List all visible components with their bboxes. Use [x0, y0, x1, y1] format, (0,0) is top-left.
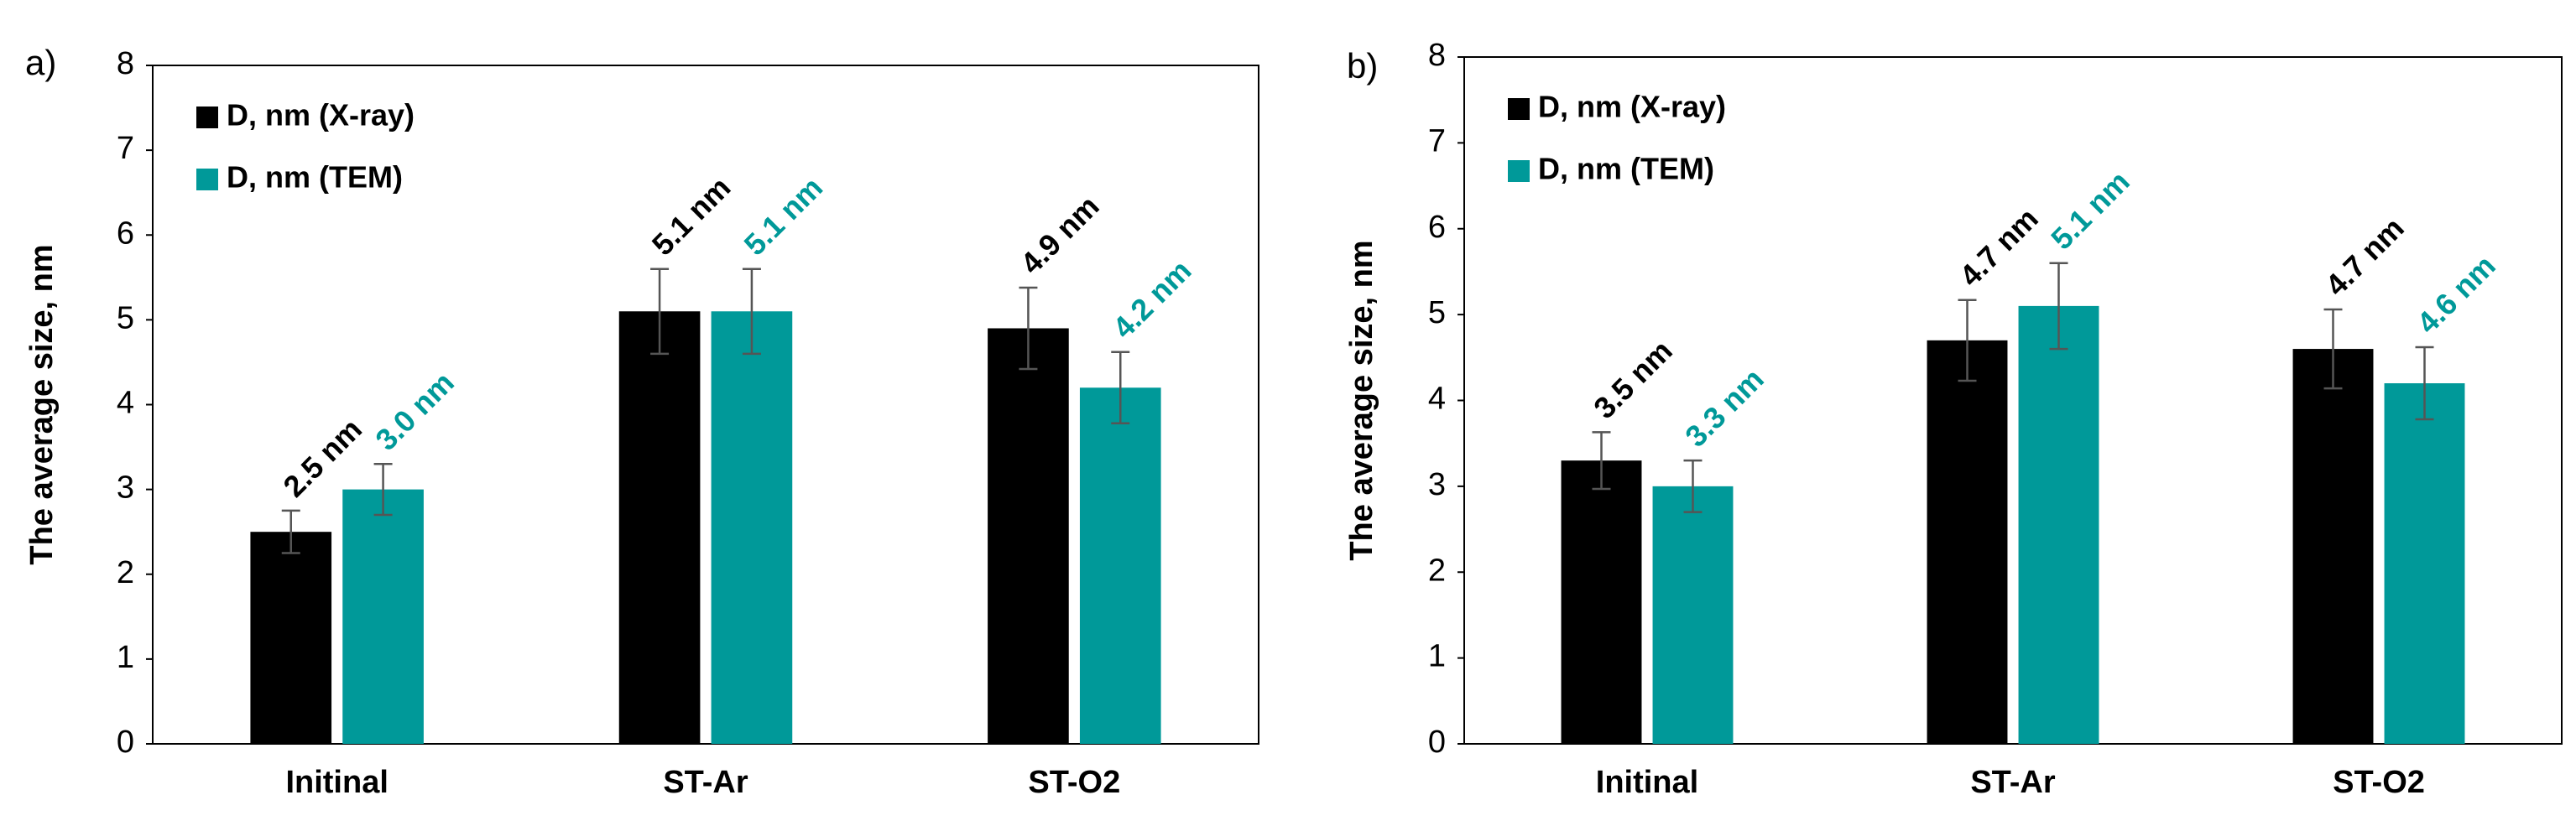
error-bar [2415, 346, 2434, 421]
panel-label: a) [25, 43, 56, 82]
error-bar [1683, 459, 1703, 513]
y-tick-label: 3 [1428, 467, 1446, 502]
y-tick-label: 0 [117, 725, 134, 760]
legend-label: D, nm (TEM) [1538, 152, 1714, 186]
y-tick-label: 4 [117, 386, 134, 421]
y-tick-label: 7 [117, 131, 134, 166]
y-tick-label: 6 [117, 216, 134, 251]
y-tick-label: 1 [1428, 639, 1446, 674]
y-tick-label: 3 [117, 470, 134, 506]
y-tick-label: 7 [1428, 123, 1446, 158]
error-bar [650, 268, 670, 356]
error-bar [1958, 299, 1977, 382]
legend-swatch [1508, 98, 1530, 120]
legend-label: D, nm (X-ray) [227, 98, 415, 133]
bar-tem [1079, 387, 1161, 744]
error-bar [1019, 286, 1038, 371]
error-bar [2323, 308, 2343, 390]
error-bar [742, 268, 761, 356]
bar-xray [618, 311, 701, 744]
error-bar [2049, 262, 2068, 351]
panel-label: b) [1347, 46, 1378, 86]
y-tick-label: 5 [117, 300, 134, 335]
y-tick-label: 8 [1428, 38, 1446, 73]
error-bar [373, 463, 393, 517]
bar-xray [1561, 460, 1642, 744]
y-tick-label: 6 [1428, 210, 1446, 245]
y-tick-label: 2 [1428, 553, 1446, 588]
error-bar [1592, 431, 1611, 491]
y-axis-title: The average size, nm [24, 244, 60, 564]
bar-xray [250, 532, 332, 744]
bar-xray [2292, 349, 2374, 744]
bar-tem [2384, 383, 2465, 744]
y-tick-label: 1 [117, 640, 134, 675]
bar-tem [2018, 305, 2099, 744]
legend-swatch [1508, 160, 1530, 182]
error-bar [1111, 351, 1130, 424]
legend-swatch [196, 169, 218, 190]
bar-tem [1652, 486, 1734, 744]
x-tick-label: ST-O2 [2333, 765, 2425, 800]
x-tick-label: ST-Ar [663, 765, 748, 800]
y-axis-title: The average size, nm [1344, 240, 1379, 560]
bar-tem [342, 489, 424, 744]
x-tick-label: Initinal [1596, 765, 1698, 800]
error-bar [281, 509, 300, 554]
legend-label: D, nm (TEM) [227, 160, 403, 195]
y-tick-label: 2 [117, 555, 134, 590]
y-tick-label: 5 [1428, 295, 1446, 330]
y-tick-label: 8 [117, 46, 134, 81]
x-tick-label: ST-O2 [1028, 765, 1120, 800]
legend-label: D, nm (X-ray) [1538, 90, 1726, 124]
bar-xray [988, 328, 1069, 744]
x-tick-label: ST-Ar [1970, 765, 2056, 800]
y-tick-label: 4 [1428, 382, 1446, 417]
y-tick-label: 0 [1428, 725, 1446, 760]
legend-swatch [196, 107, 218, 128]
bar-tem [711, 311, 793, 744]
bar-xray [1927, 340, 2008, 744]
x-tick-label: Initinal [285, 765, 388, 800]
